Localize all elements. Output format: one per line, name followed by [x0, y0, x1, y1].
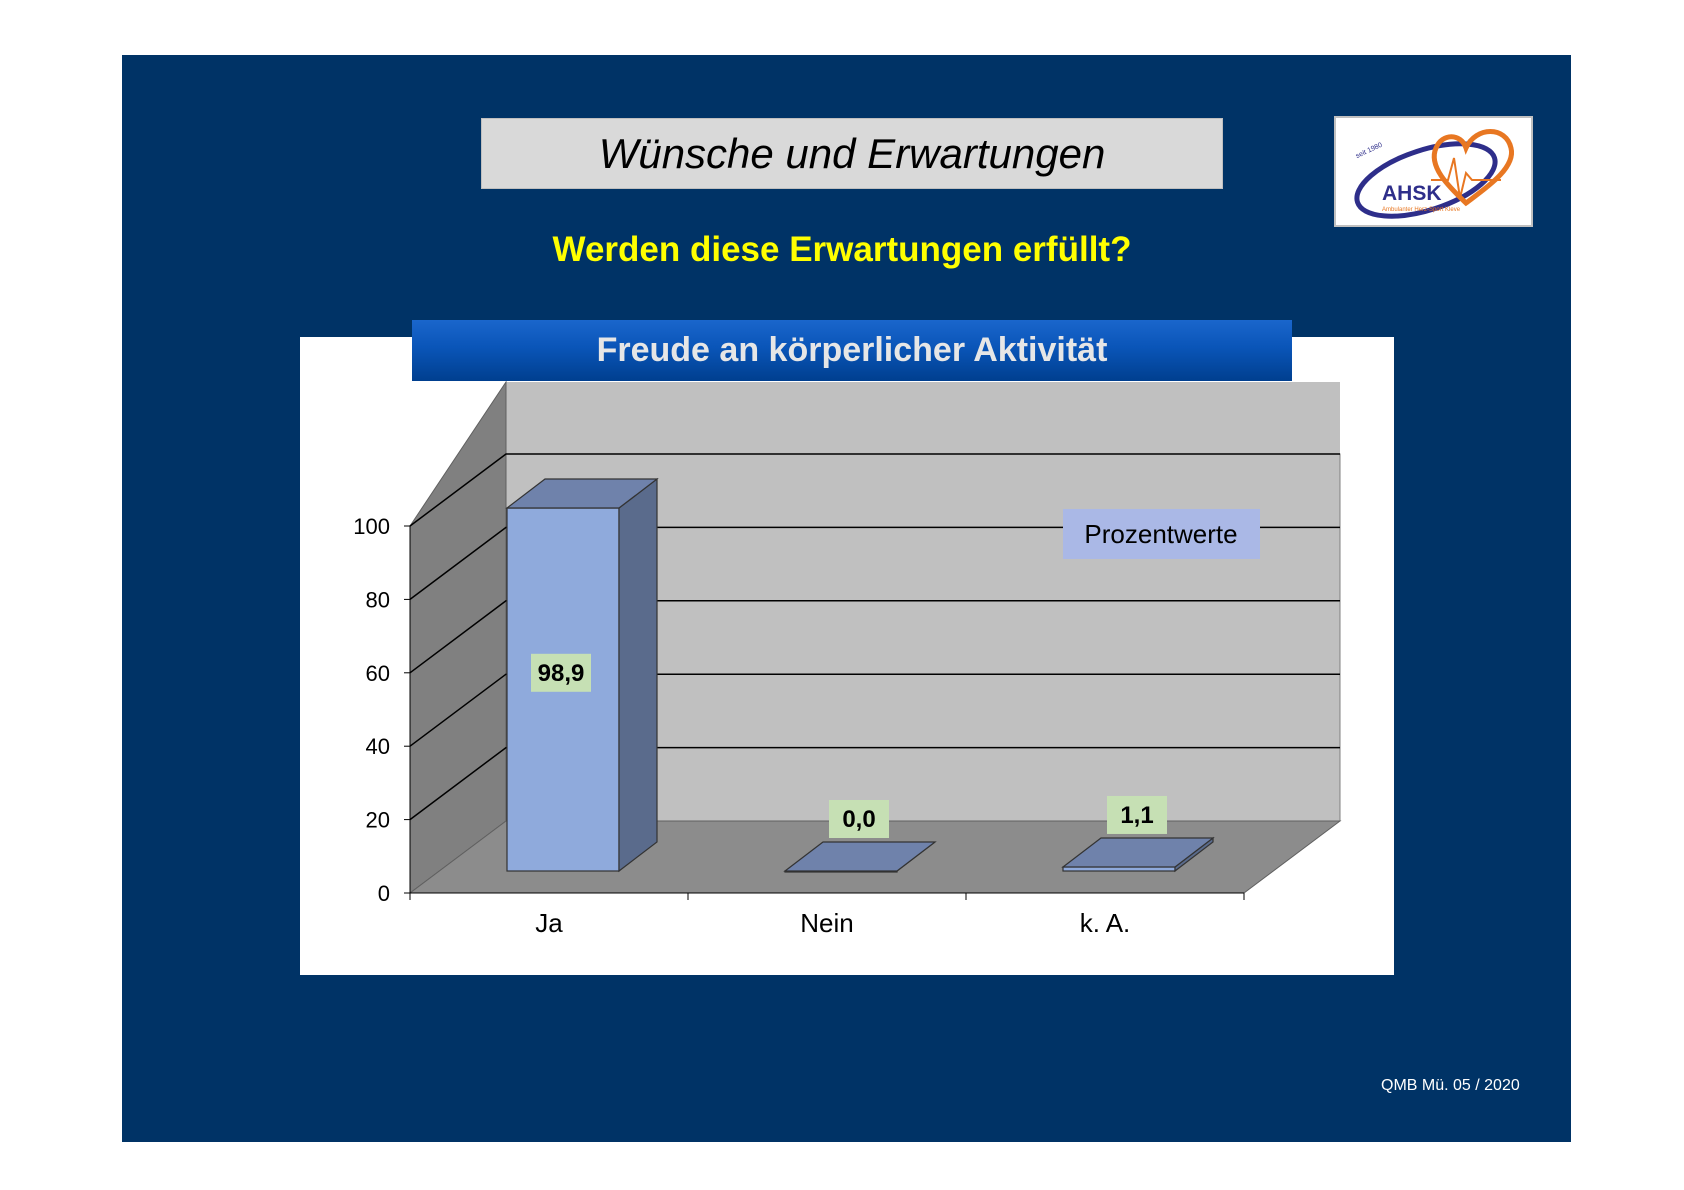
gridline	[409, 453, 1340, 527]
data-label-box	[531, 653, 591, 692]
gridline	[409, 600, 1340, 674]
chart-title-banner: Freude an körperlicher Aktivität	[412, 320, 1292, 381]
gridline	[409, 673, 1340, 747]
x-tick-label: k. A.	[1080, 908, 1131, 938]
logo-tagline: Ambulanter Herz-Sport Kleve	[1382, 207, 1461, 213]
gridline	[409, 746, 1340, 821]
slide-title: Wünsche und Erwartungen	[598, 129, 1106, 177]
data-label: 0,0	[842, 806, 875, 833]
data-label: 1,1	[1120, 802, 1153, 829]
data-label: 98,9	[538, 660, 585, 687]
gridline	[409, 526, 1340, 601]
y-tick-label: 80	[366, 587, 390, 612]
data-label-box	[1107, 795, 1167, 834]
data-label-box	[829, 800, 889, 838]
y-tick-label: 20	[366, 808, 390, 833]
y-tick-label: 0	[378, 881, 390, 906]
x-tick-label: Nein	[800, 908, 853, 938]
y-tick-label: 40	[366, 734, 390, 759]
x-tick-label: Ja	[535, 908, 563, 938]
footer-text: QMB Mü. 05 / 2020	[1381, 1077, 1520, 1094]
annotation-label: Prozentwerte	[1084, 519, 1237, 549]
ahsk-logo: seit 1980 AHSK Ambulanter Herz-Sport Kle…	[1334, 116, 1533, 227]
bar-top	[505, 478, 659, 509]
bar-top	[783, 841, 937, 872]
annotation-box	[1063, 509, 1260, 559]
bar-top	[1061, 837, 1215, 868]
chart-title: Freude an körperlicher Aktivität	[596, 331, 1108, 369]
logo-text: AHSK	[1382, 182, 1442, 205]
bar-side	[618, 477, 658, 873]
slide-subtitle: Werden diese Erwartungen erfüllt?	[552, 230, 1132, 269]
y-tick-label: 100	[353, 514, 390, 539]
y-tick-label: 60	[366, 661, 390, 686]
bar-front	[1062, 866, 1176, 872]
chart-back-wall-top	[506, 382, 1340, 454]
slide-title-box: Wünsche und Erwartungen	[481, 118, 1223, 189]
